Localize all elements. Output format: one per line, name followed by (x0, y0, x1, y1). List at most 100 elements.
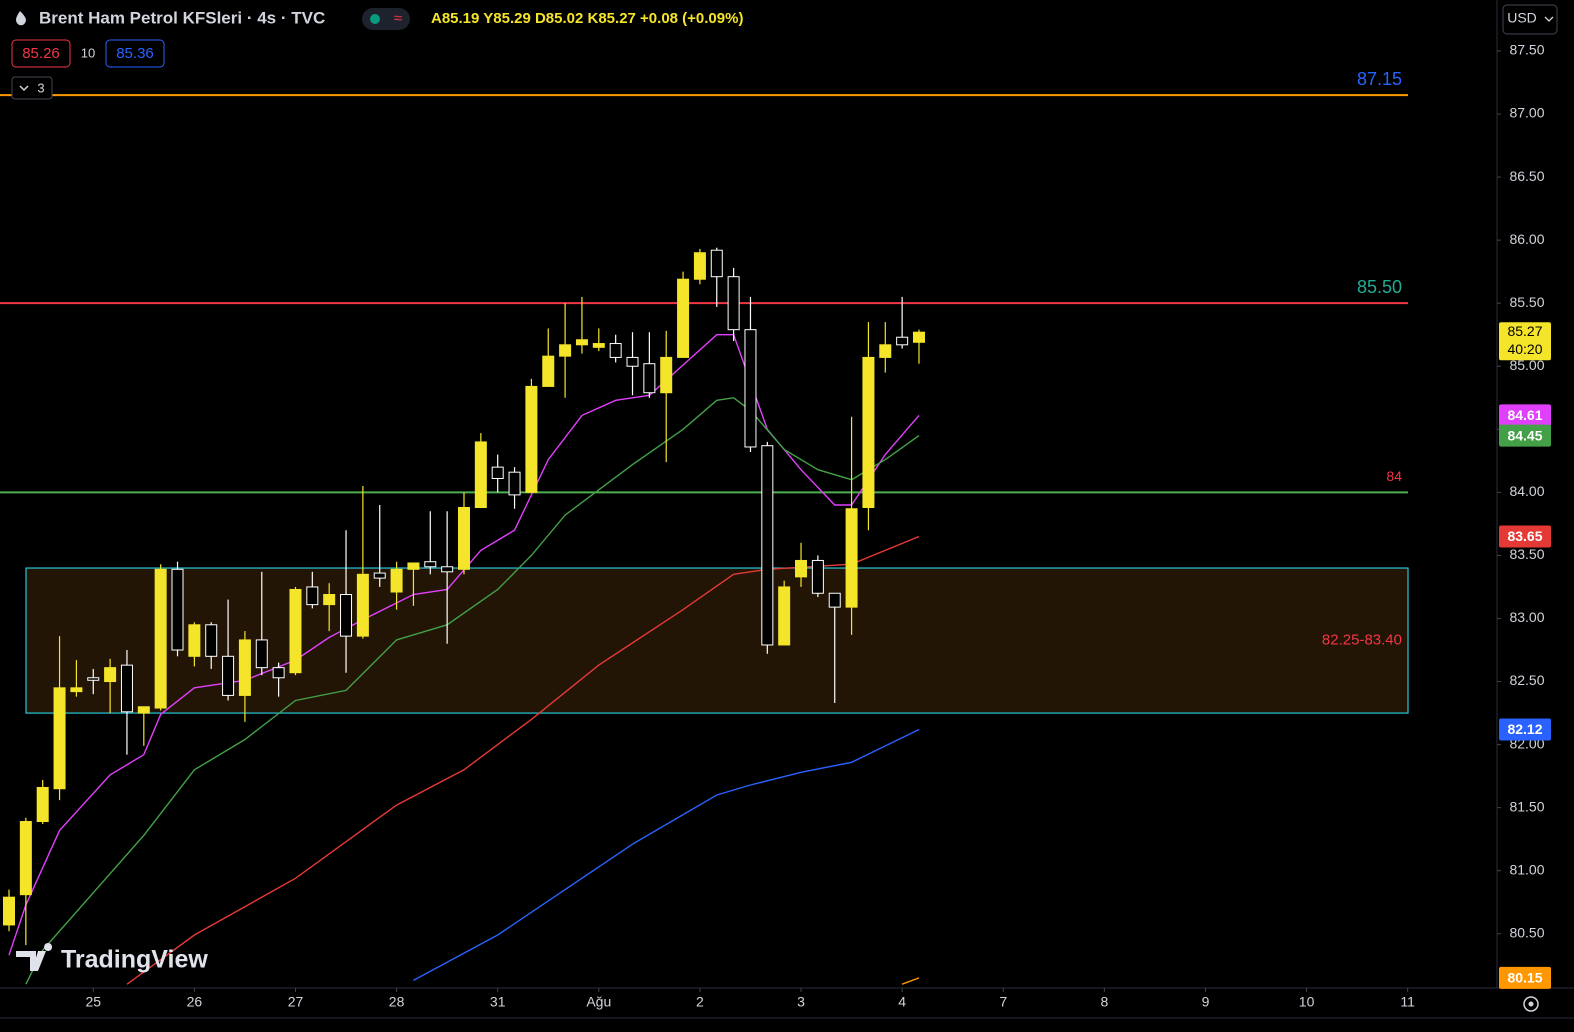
candle-body (660, 356, 673, 394)
x-tick-label: 3 (797, 994, 805, 1010)
candle-body (508, 471, 521, 496)
candle-body (845, 508, 858, 608)
candle-body (896, 336, 909, 346)
candle-body (525, 385, 538, 493)
symbol-icon (16, 11, 26, 26)
status-pill[interactable] (362, 8, 410, 30)
x-tick-label: 27 (288, 994, 304, 1010)
level-label: 85.50 (1357, 277, 1402, 297)
candle-body (188, 624, 201, 657)
candle-body (441, 566, 454, 573)
price-badge (1499, 525, 1551, 548)
buy-price[interactable]: 85.36 (116, 45, 154, 62)
last-price-badge (1499, 322, 1551, 361)
candle-body (390, 568, 403, 593)
x-tick-label: Ağu (586, 994, 611, 1010)
watermark: TradingView (61, 946, 208, 974)
watermark-logo (16, 943, 53, 971)
candle-body (862, 356, 875, 508)
y-tick-label: 86.00 (1509, 231, 1544, 247)
x-tick-label: 4 (898, 994, 906, 1010)
candle-body (87, 677, 100, 681)
candle-body (238, 639, 251, 696)
candle-body (474, 441, 487, 508)
candle-body (761, 445, 774, 646)
moving-average (413, 728, 920, 982)
level-label: 87.15 (1357, 69, 1402, 89)
price-badge-label: 83.65 (1507, 528, 1542, 544)
price-badge-label: 80.15 (1507, 970, 1542, 986)
symbol-title[interactable]: Brent Ham Petrol KFSleri · 4s · TVC (39, 8, 325, 27)
buy-button[interactable] (105, 39, 165, 68)
candle-body (744, 329, 757, 448)
level-label: 84 (1386, 468, 1402, 484)
price-badge-label: 84.61 (1507, 407, 1542, 423)
candle-body (677, 278, 690, 358)
candle-body (795, 559, 808, 578)
candle-body (643, 363, 656, 394)
data-status: ≈ (394, 10, 402, 27)
candle-body (592, 343, 605, 348)
candle-body (137, 706, 150, 714)
x-tick-label: 10 (1299, 994, 1315, 1010)
candle-body (626, 356, 639, 367)
currency[interactable]: USD (1507, 10, 1537, 26)
candle-body (154, 568, 167, 709)
currency-button[interactable] (1502, 4, 1558, 35)
candle-body (373, 572, 386, 579)
market-status (370, 14, 380, 24)
y-tick-label: 83.50 (1509, 546, 1544, 562)
price-badge-label: 82.12 (1507, 721, 1542, 737)
y-tick-label: 83.00 (1509, 609, 1544, 625)
candle-body (457, 506, 470, 570)
y-tick-label: 82.50 (1509, 672, 1544, 688)
chevron (1544, 16, 1554, 22)
y-tick-label: 84.00 (1509, 483, 1544, 499)
y-tick-label: 86.50 (1509, 168, 1544, 184)
chevron (19, 85, 29, 92)
candle-body (407, 562, 420, 570)
sell-button[interactable] (11, 39, 71, 68)
candle-body (70, 687, 83, 693)
price-badge (1499, 966, 1551, 989)
moving-average (901, 977, 920, 985)
candle-body (255, 639, 268, 669)
x-tick-label: 9 (1202, 994, 1210, 1010)
indicator-count: 3 (37, 80, 44, 95)
y-tick-label: 80.50 (1509, 924, 1544, 940)
candle-body (19, 821, 32, 896)
candle-body (778, 586, 791, 646)
candle-body (356, 573, 369, 637)
y-tick-label: 87.50 (1509, 42, 1544, 58)
candle-body (205, 624, 218, 657)
settings-icon[interactable] (1523, 996, 1539, 1012)
x-tick-label: 31 (490, 994, 506, 1010)
moving-average (126, 535, 920, 985)
candle-body (36, 786, 49, 823)
candle-body (912, 331, 925, 343)
indicators-toggle[interactable] (11, 76, 53, 100)
settings-icon-dot (1528, 1001, 1534, 1007)
candle-body (340, 594, 353, 637)
candle-body (171, 568, 184, 651)
candle-body (222, 655, 235, 696)
candle-body (727, 276, 740, 331)
y-tick-label: 85.00 (1509, 357, 1544, 373)
y-tick-label: 81.00 (1509, 861, 1544, 877)
candle-body (609, 343, 622, 358)
x-tick-label: 28 (389, 994, 405, 1010)
candle-body (323, 594, 336, 606)
y-tick-label: 87.00 (1509, 105, 1544, 121)
candle-body (289, 588, 302, 674)
candle-body (710, 249, 723, 278)
x-tick-label: 7 (999, 994, 1007, 1010)
zone-label: 82.25-83.40 (1322, 632, 1402, 649)
spread: 10 (81, 45, 95, 60)
candle-body (306, 586, 319, 606)
candle-body (828, 592, 841, 608)
sell-price[interactable]: 85.26 (22, 45, 60, 62)
y-tick-label: 81.50 (1509, 798, 1544, 814)
candle-body (559, 344, 572, 357)
